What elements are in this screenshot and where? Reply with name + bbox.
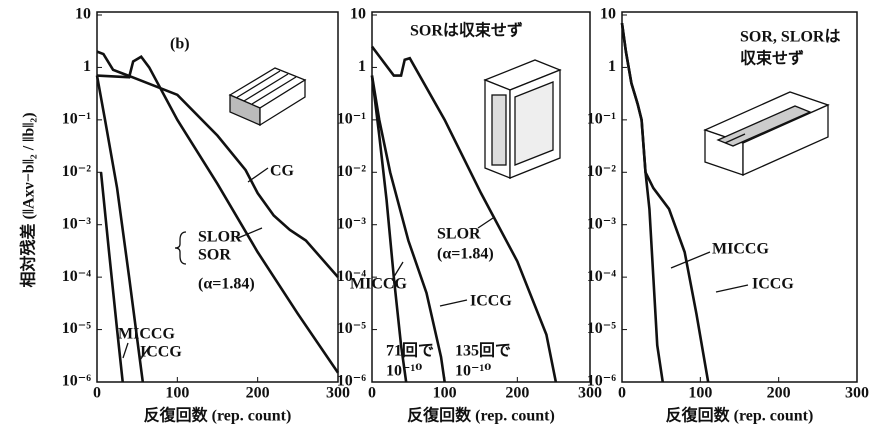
brace	[174, 231, 187, 265]
annotation: 135回で	[455, 342, 511, 360]
y-tick-label: 10⁻²	[587, 163, 616, 180]
x-tick-label: 300	[578, 385, 602, 402]
plot-frame	[96, 11, 339, 383]
icon-channel	[703, 91, 830, 177]
annotation: (α=1.84)	[437, 246, 494, 263]
y-tick-label: 10⁻²	[62, 163, 91, 180]
leader-line	[237, 227, 263, 239]
y-tick-label: 10⁻⁵	[337, 320, 366, 337]
leader-line	[139, 345, 151, 361]
line-series	[370, 75, 408, 383]
series-label: CG	[270, 163, 295, 180]
leader-line	[670, 251, 711, 269]
line-series	[370, 75, 446, 383]
x-tick-label: 0	[93, 385, 101, 402]
line-series	[620, 22, 710, 383]
series-label: MICCG	[712, 241, 769, 258]
icon-slab	[228, 67, 307, 127]
y-tick-label: 1	[83, 58, 91, 75]
plot-frame	[371, 11, 591, 383]
y-tick-label: 10⁻²	[337, 163, 366, 180]
y-tick-label: 10⁻⁶	[337, 373, 366, 390]
leader-line	[477, 217, 494, 229]
series-label: ICCG	[140, 344, 182, 361]
y-tick-label: 10⁻³	[587, 215, 616, 232]
series-label: ICCG	[470, 293, 512, 310]
y-tick-label: 1	[608, 58, 616, 75]
y-tick-label: 10⁻¹	[337, 111, 366, 128]
x-axis-label: 反復回数 (rep. count)	[666, 406, 814, 425]
y-axis-label: 相対残差 (‖Axν−b‖₂ / ‖b‖₂)	[19, 112, 38, 287]
y-tick-label: 10	[75, 6, 91, 23]
leader-line	[439, 299, 468, 307]
leader-line	[122, 342, 129, 359]
annotation: SOR	[198, 247, 231, 264]
y-tick-label: 10⁻³	[337, 215, 366, 232]
line-series	[96, 55, 340, 374]
line-series	[95, 75, 145, 383]
y-tick-label: 10⁻⁵	[62, 320, 91, 337]
annotation: (b)	[170, 36, 190, 53]
y-tick-label: 10⁻¹	[587, 111, 616, 128]
line-series	[99, 172, 124, 383]
series-label: MICCG	[118, 326, 175, 343]
x-tick-label: 200	[505, 385, 529, 402]
x-tick-label: 100	[433, 385, 457, 402]
y-tick-label: 10	[350, 6, 366, 23]
series-label: SLOR	[198, 229, 242, 246]
annotation: SOR, SLORは	[740, 29, 840, 46]
annotation: 10⁻¹⁰	[386, 363, 422, 380]
x-tick-label: 200	[767, 385, 791, 402]
x-axis-label: 反復回数 (rep. count)	[407, 406, 555, 425]
line-series	[96, 50, 339, 278]
series-label: SLOR	[437, 226, 481, 243]
y-tick-label: 10⁻⁶	[587, 373, 616, 390]
y-tick-label: 10⁻⁴	[337, 268, 366, 285]
annotation: 10⁻¹⁰	[455, 363, 491, 380]
x-tick-label: 200	[246, 385, 270, 402]
y-tick-label: 10⁻¹	[62, 111, 91, 128]
annotation: (α=1.84)	[198, 276, 255, 293]
leader-line	[715, 284, 749, 293]
icon-box	[483, 59, 562, 179]
annotation: 71回で	[386, 342, 434, 360]
x-tick-label: 0	[618, 385, 626, 402]
series-label: MICCG	[350, 276, 407, 293]
line-series	[370, 45, 558, 383]
line-series	[620, 22, 665, 383]
x-tick-label: 100	[165, 385, 189, 402]
x-tick-label: 300	[326, 385, 350, 402]
leader-line	[247, 167, 269, 183]
x-tick-label: 300	[845, 385, 869, 402]
y-tick-label: 10⁻⁴	[587, 268, 616, 285]
x-tick-label: 100	[688, 385, 712, 402]
x-axis-label: 反復回数 (rep. count)	[144, 406, 292, 425]
leader-line	[391, 261, 404, 281]
y-tick-label: 10⁻³	[62, 215, 91, 232]
annotation: SORは収束せず	[410, 21, 523, 40]
x-tick-label: 0	[368, 385, 376, 402]
y-tick-label: 10	[600, 6, 616, 23]
y-tick-label: 1	[358, 58, 366, 75]
plot-frame	[621, 11, 858, 383]
y-tick-label: 10⁻⁶	[62, 373, 91, 390]
y-tick-label: 10⁻⁴	[62, 268, 91, 285]
y-tick-label: 10⁻⁵	[587, 320, 616, 337]
series-label: ICCG	[752, 276, 794, 293]
annotation: 収束せず	[740, 49, 804, 68]
